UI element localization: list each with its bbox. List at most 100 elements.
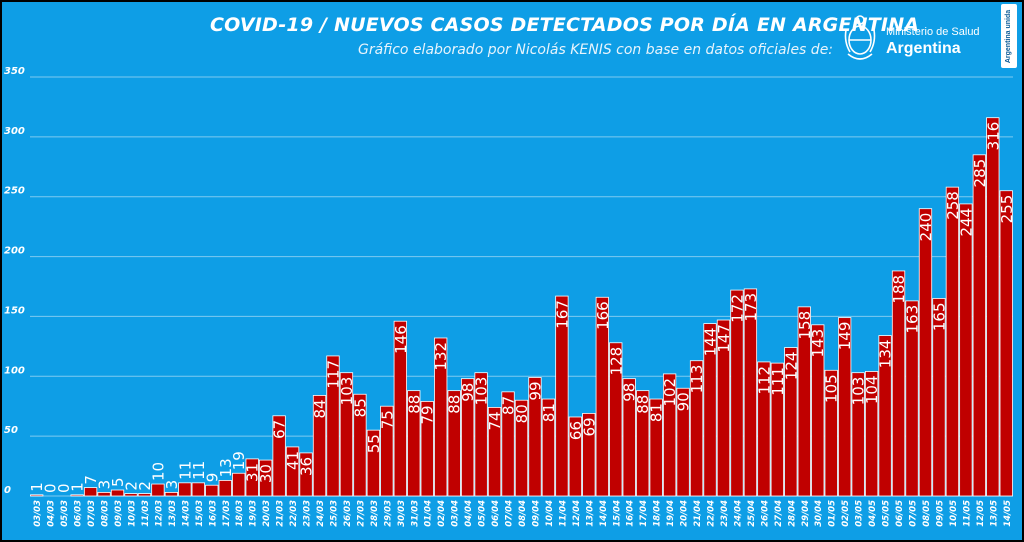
bar	[676, 387, 690, 497]
x-tick-label: 20/04	[680, 500, 690, 527]
data-label: 240	[917, 213, 935, 242]
x-tick-label: 05/03	[60, 500, 70, 527]
y-tick-label: 150	[4, 305, 25, 316]
bar	[636, 390, 650, 497]
x-tick-label: 05/05	[882, 500, 892, 527]
data-label: 1	[28, 482, 46, 492]
data-label: 88	[405, 395, 423, 414]
bar	[851, 372, 865, 497]
data-label: 166	[594, 301, 612, 330]
bar	[797, 306, 811, 497]
x-tick-label: 30/04	[814, 500, 824, 527]
data-label: 149	[836, 322, 854, 351]
y-tick-label: 0	[4, 485, 11, 496]
y-tick-label: 100	[4, 365, 25, 376]
y-tick-label: 250	[4, 186, 25, 197]
bar	[864, 371, 879, 497]
data-label: 134	[877, 340, 895, 369]
bar	[326, 355, 340, 497]
data-label: 98	[459, 383, 477, 402]
bar	[703, 323, 717, 497]
data-label: 5	[109, 477, 127, 487]
bar	[245, 458, 259, 497]
bar	[110, 489, 125, 497]
bar	[784, 347, 798, 497]
bar	[891, 270, 906, 497]
x-tick-label: 22/03	[289, 500, 299, 527]
y-tick-label: 350	[4, 66, 25, 77]
x-tick-label: 06/03	[74, 500, 84, 527]
x-tick-label: 16/03	[208, 500, 218, 527]
bar	[582, 412, 596, 497]
bar	[555, 295, 569, 497]
x-tick-label: 19/03	[249, 500, 259, 527]
data-label: 111	[769, 367, 787, 396]
data-label: 316	[984, 122, 1002, 151]
x-tick-label: 10/03	[127, 500, 137, 527]
x-tick-label: 24/04	[733, 500, 743, 527]
x-tick-label: 14/04	[599, 500, 609, 527]
bar	[164, 492, 179, 497]
data-label: 88	[446, 395, 464, 414]
bar	[285, 446, 300, 497]
data-label: 1	[69, 482, 87, 492]
bar	[878, 335, 892, 497]
x-tick-label: 08/05	[922, 500, 932, 527]
bar	[30, 494, 44, 497]
x-tick-label: 18/04	[653, 500, 663, 527]
data-label: 3	[96, 480, 114, 490]
data-label: 143	[809, 329, 827, 358]
x-tick-label: 30/03	[397, 500, 407, 527]
bar	[972, 154, 986, 497]
bar	[447, 390, 461, 497]
x-tick-label: 19/04	[666, 500, 676, 527]
bar	[905, 300, 919, 497]
data-label: 172	[728, 294, 746, 323]
bar	[528, 377, 542, 497]
bar	[97, 492, 111, 497]
coat-of-arms-icon	[844, 15, 876, 60]
data-label: 19	[230, 451, 248, 470]
data-label: 158	[796, 311, 814, 340]
x-tick-label: 03/04	[451, 500, 461, 527]
data-label: 188	[890, 275, 908, 304]
bar	[945, 186, 960, 497]
data-label: 103	[850, 377, 868, 406]
bar	[353, 393, 367, 497]
bar	[232, 472, 246, 497]
data-label: 80	[513, 404, 531, 423]
bar	[272, 415, 286, 497]
data-label: 258	[944, 191, 962, 220]
bar	[999, 190, 1013, 497]
data-label: 128	[607, 347, 625, 376]
data-label: 81	[648, 403, 666, 422]
bar	[609, 342, 623, 497]
bar	[393, 320, 407, 497]
bar	[474, 372, 488, 497]
data-label: 98	[621, 383, 639, 402]
x-tick-label: 07/04	[505, 500, 515, 527]
data-label: 69	[580, 417, 598, 436]
x-tick-label: 28/04	[787, 500, 797, 527]
data-label: 112	[755, 366, 773, 395]
data-label: 103	[473, 377, 491, 406]
x-tick-label: 29/03	[383, 500, 393, 527]
x-tick-label: 07/05	[909, 500, 919, 527]
x-tick-label: 11/03	[141, 500, 151, 527]
bar	[595, 296, 609, 497]
bar	[259, 459, 273, 497]
data-label: 132	[432, 342, 450, 371]
x-tick-label: 21/03	[276, 500, 286, 527]
y-tick-label: 200	[4, 246, 25, 257]
x-tick-label: 09/05	[935, 500, 945, 527]
data-label: 55	[365, 434, 383, 453]
bar	[380, 405, 394, 497]
data-label: 11	[190, 461, 208, 480]
x-tick-label: 08/04	[518, 500, 528, 527]
x-tick-label: 11/05	[962, 500, 972, 527]
x-tick-label: 14/03	[181, 500, 191, 527]
x-tick-label: 04/04	[464, 500, 474, 527]
x-tick-label: 28/03	[370, 500, 380, 527]
data-label: 75	[378, 410, 396, 429]
